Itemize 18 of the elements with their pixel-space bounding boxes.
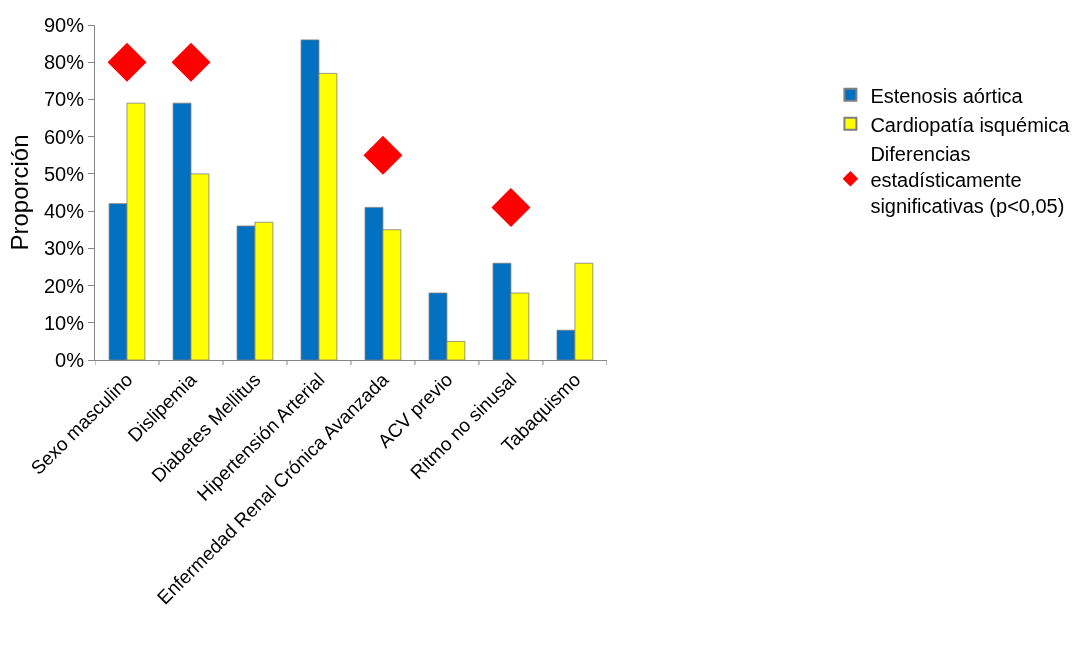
y-tick-label: 70% <box>43 88 85 111</box>
point <box>491 187 531 227</box>
legend-label: Cardiopatía isquémica <box>870 113 1071 136</box>
y-tick-label: 40% <box>43 200 85 223</box>
y-tick-label: 20% <box>43 274 85 297</box>
point <box>363 135 403 175</box>
y-tick-label: 0% <box>55 349 85 371</box>
y-tick-label: 30% <box>43 237 85 260</box>
point <box>171 42 211 82</box>
y-tick-label: 60% <box>43 125 85 148</box>
legend-label: Estenosis aórtica <box>870 84 1024 107</box>
y-tick-label: 50% <box>43 162 85 185</box>
y-tick-label: 80% <box>43 51 85 74</box>
y-tick-label: 90% <box>43 14 85 36</box>
y-axis-title: Proporción <box>6 134 34 251</box>
y-tick-label: 10% <box>43 311 85 334</box>
point <box>107 42 147 82</box>
legend-label: Diferencias estadísticamente significativas (p<0,05) <box>870 142 1065 217</box>
